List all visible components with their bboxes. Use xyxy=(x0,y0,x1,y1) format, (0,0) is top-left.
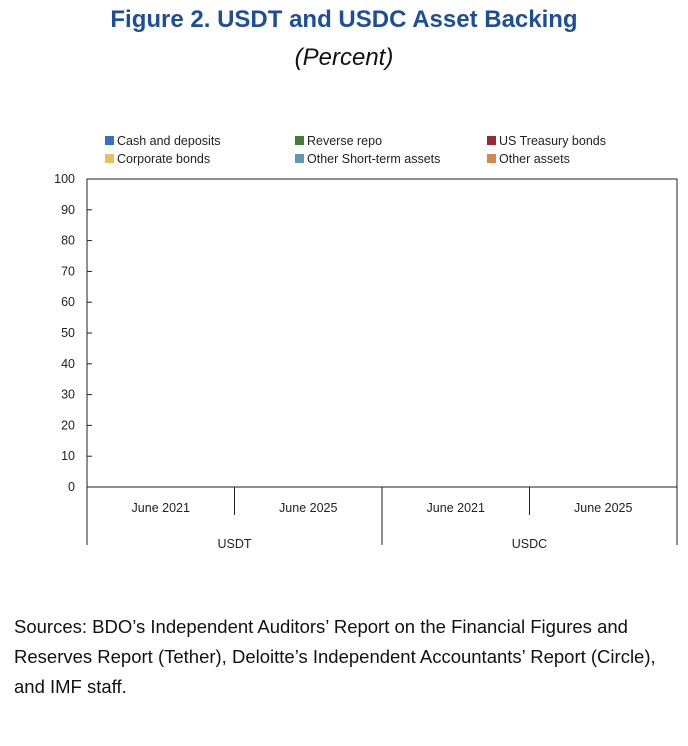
y-tick-label: 40 xyxy=(61,357,75,371)
axes: 0 10 20 30 40 50 60 70 80 90 100 June 2021 June 2025… xyxy=(54,172,678,551)
legend-label-corporate-bonds: Corporate bonds xyxy=(117,152,210,166)
legend-swatch-us-treasury-bonds xyxy=(487,136,496,145)
legend-swatch-cash-and-deposits xyxy=(105,136,114,145)
figure-title: Figure 2. USDT and USDC Asset Backing xyxy=(110,6,578,33)
legend-label-us-treasury-bonds: US Treasury bonds xyxy=(499,134,606,148)
group-label-usdc: USDC xyxy=(512,537,547,551)
y-tick-label: 80 xyxy=(61,234,75,248)
plot-frame xyxy=(86,178,678,488)
y-tick-label: 20 xyxy=(61,418,75,432)
legend-swatch-other-assets xyxy=(487,154,496,163)
legend-label-cash-and-deposits: Cash and deposits xyxy=(117,134,221,148)
chart-legend: Cash and deposits Reverse repo US Treasury… xyxy=(105,134,606,166)
stacked-bar-chart: Cash and deposits Reverse repo US Treasury… xyxy=(54,134,678,551)
y-tick-label: 0 xyxy=(68,480,75,494)
y-tick-label: 100 xyxy=(54,172,75,186)
x-tick-label: June 2025 xyxy=(574,501,632,515)
y-tick-label: 70 xyxy=(61,264,75,278)
legend-label-other-assets: Other assets xyxy=(499,152,570,166)
group-label-usdt: USDT xyxy=(217,537,251,551)
y-tick-label: 50 xyxy=(61,326,75,340)
legend-label-reverse-repo: Reverse repo xyxy=(307,134,382,148)
sources-note: Sources: BDO’s Independent Auditors’ Rep… xyxy=(14,616,656,697)
y-tick-label: 30 xyxy=(61,388,75,402)
legend-swatch-reverse-repo xyxy=(295,136,304,145)
figure-subtitle: (Percent) xyxy=(294,44,394,71)
y-tick-label: 10 xyxy=(61,449,75,463)
x-tick-label: June 2021 xyxy=(427,501,485,515)
legend-label-other-short-term-assets: Other Short-term assets xyxy=(307,152,440,166)
legend-swatch-other-short-term-assets xyxy=(295,154,304,163)
x-tick-label: June 2021 xyxy=(132,501,190,515)
legend-swatch-corporate-bonds xyxy=(105,154,114,163)
y-tick-label: 60 xyxy=(61,295,75,309)
y-tick-label: 90 xyxy=(61,203,75,217)
x-tick-label: June 2025 xyxy=(279,501,337,515)
